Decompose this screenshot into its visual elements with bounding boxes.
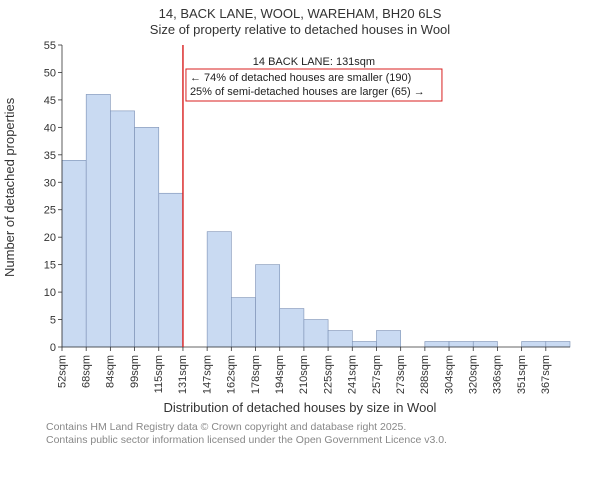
footer-notes: Contains HM Land Registry data © Crown c… [0,415,600,446]
footer-line-2: Contains public sector information licen… [46,434,600,447]
x-tick-label: 84sqm [105,355,117,388]
annotation-line: ← 74% of detached houses are smaller (19… [190,72,411,84]
histogram-bar [280,309,304,347]
histogram-bar [473,342,497,347]
histogram-bar [449,342,473,347]
histogram-bar [231,298,255,347]
annotation-line: 25% of semi-detached houses are larger (… [190,86,425,98]
y-tick-label: 45 [44,95,56,107]
x-tick-label: 131sqm [177,355,189,394]
y-axis-label: Number of detached properties [2,98,17,277]
x-tick-label: 115sqm [153,355,165,393]
y-tick-label: 0 [50,342,56,354]
y-tick-label: 15 [44,260,56,272]
x-tick-label: 194sqm [274,355,286,394]
histogram-bar [546,342,570,347]
histogram-bar [425,342,449,347]
x-tick-label: 288sqm [419,355,431,394]
histogram-bar [86,94,110,347]
x-tick-label: 52sqm [56,355,68,388]
histogram-chart: 0 5 10 15 20 25 30 35 40 45 50 55 52sqm 68sqm 84sqm 99s… [20,37,580,395]
y-tick-label: 50 [44,67,56,79]
histogram-bar [256,265,280,347]
x-axis-label: Distribution of detached houses by size … [0,400,600,415]
y-tick-label: 20 [44,232,56,244]
histogram-bar [328,331,352,347]
histogram-bar [522,342,546,347]
chart-wrapper: Number of detached properties 0 5 10 15 20 25… [0,37,600,415]
x-tick-label: 210sqm [298,355,310,394]
annotation-title: 14 BACK LANE: 131sqm [253,56,375,68]
y-tick-label: 5 [50,315,56,327]
y-tick-label: 40 [44,122,56,134]
x-tick-label: 99sqm [129,355,141,388]
histogram-bar [135,127,159,347]
x-tick-label: 367sqm [540,355,552,394]
x-tick-label: 351sqm [516,355,528,394]
x-tick-label: 178sqm [250,355,262,394]
histogram-bar [159,193,183,347]
histogram-bar [207,232,231,347]
y-tick-label: 30 [44,177,56,189]
x-tick-label: 68sqm [80,355,92,388]
histogram-bar [304,320,328,347]
y-tick-label: 55 [44,40,56,52]
x-tick-label: 147sqm [201,355,213,394]
histogram-bar [110,111,134,347]
y-tick-label: 10 [44,287,56,299]
x-tick-label: 225sqm [322,355,334,394]
x-tick-label: 162sqm [226,355,238,394]
x-tick-label: 304sqm [443,355,455,394]
histogram-bar [376,331,400,347]
y-tick-label: 25 [44,205,56,217]
title-line-1: 14, BACK LANE, WOOL, WAREHAM, BH20 6LS [0,6,600,21]
x-tick-label: 273sqm [395,355,407,394]
chart-titles: 14, BACK LANE, WOOL, WAREHAM, BH20 6LS S… [0,0,600,37]
x-tick-label: 241sqm [347,355,359,394]
x-tick-label: 320sqm [468,355,480,394]
title-line-2: Size of property relative to detached ho… [0,22,600,37]
x-tick-label: 336sqm [492,355,504,394]
footer-line-1: Contains HM Land Registry data © Crown c… [46,421,600,434]
histogram-bar [62,160,86,347]
y-tick-label: 35 [44,150,56,162]
x-tick-label: 257sqm [371,355,383,394]
histogram-bar [352,342,376,347]
